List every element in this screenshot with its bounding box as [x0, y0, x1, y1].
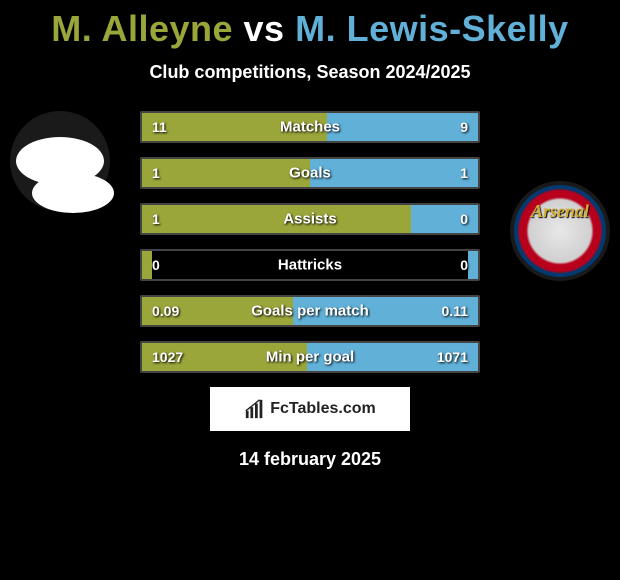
date: 14 february 2025: [0, 449, 620, 470]
arsenal-badge-icon: [514, 185, 606, 277]
watermark: FcTables.com: [210, 387, 410, 431]
vs-text: vs: [244, 8, 285, 49]
stat-row: Hattricks00: [140, 249, 480, 281]
stat-bars-container: Matches119 Goals11 Assists10 Hattricks00 Goa…: [140, 111, 480, 373]
avatar-placeholder-icon: [32, 173, 114, 213]
player1-avatar: [10, 111, 110, 211]
player1-name: M. Alleyne: [51, 8, 233, 49]
comparison-title: M. Alleyne vs M. Lewis-Skelly: [0, 0, 620, 50]
stat-fill-right: [293, 297, 478, 325]
stat-fill-right: [468, 251, 478, 279]
player2-avatar: [510, 181, 610, 281]
stat-fill-left: [142, 251, 152, 279]
stat-row: Goals per match0.090.11: [140, 295, 480, 327]
stat-row: Goals11: [140, 157, 480, 189]
stat-row: Matches119: [140, 111, 480, 143]
stat-fill-right: [411, 205, 478, 233]
stat-row: Min per goal10271071: [140, 341, 480, 373]
stat-fill-left: [142, 205, 411, 233]
stat-fill-right: [327, 113, 478, 141]
stat-fill-left: [142, 113, 327, 141]
stat-fill-right: [307, 343, 478, 371]
watermark-text: FcTables.com: [270, 400, 376, 418]
stat-fill-right: [310, 159, 478, 187]
player2-name: M. Lewis-Skelly: [295, 8, 569, 49]
stat-fill-left: [142, 159, 310, 187]
stat-row: Assists10: [140, 203, 480, 235]
stat-gap: [152, 251, 468, 279]
subtitle: Club competitions, Season 2024/2025: [0, 62, 620, 83]
comparison-area: Matches119 Goals11 Assists10 Hattricks00 Goa…: [0, 111, 620, 373]
chart-icon: [244, 398, 266, 420]
stat-fill-left: [142, 343, 307, 371]
stat-fill-left: [142, 297, 293, 325]
